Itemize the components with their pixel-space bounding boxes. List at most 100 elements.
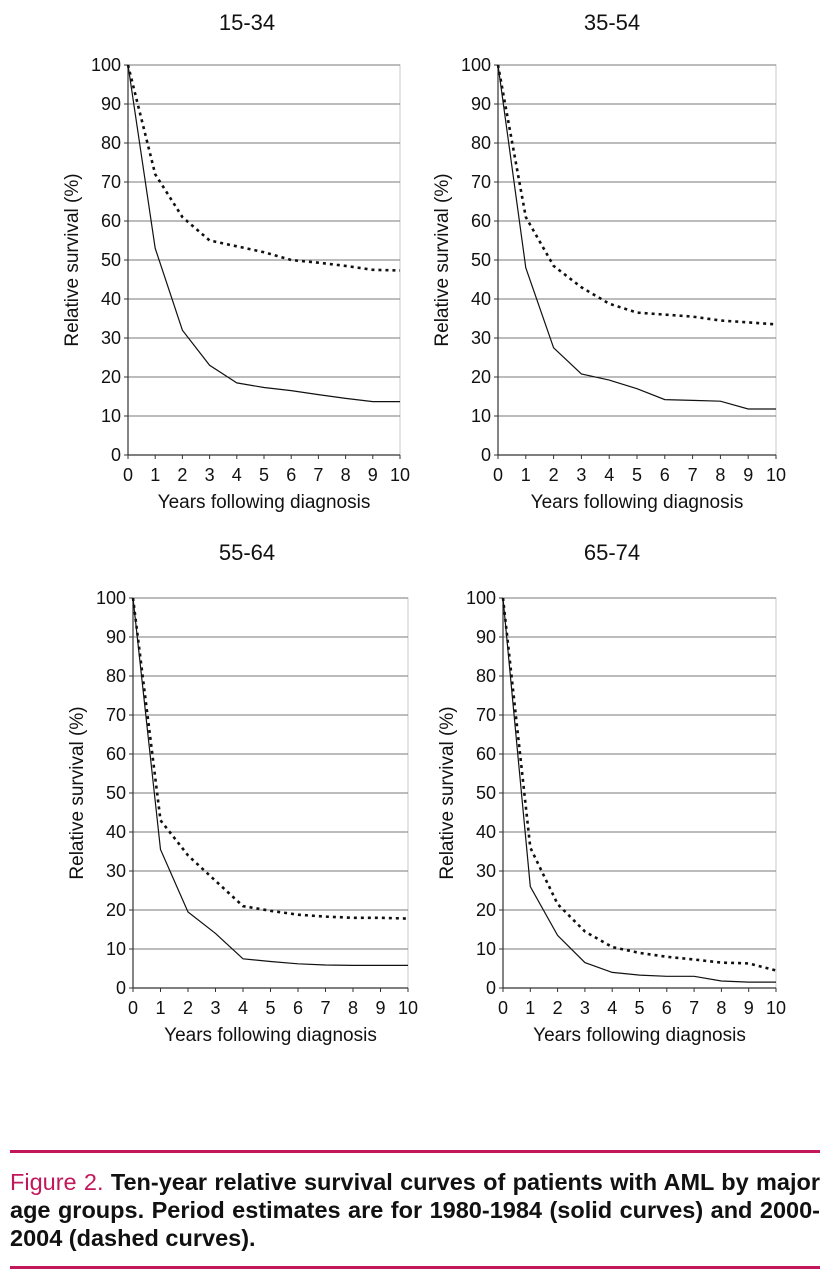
- y-tick-label: 50: [106, 783, 126, 803]
- y-tick-label: 0: [111, 445, 121, 465]
- y-tick-label: 80: [471, 133, 491, 153]
- x-tick-label: 3: [210, 998, 220, 1018]
- series-line-2000-2004: [501, 597, 777, 972]
- x-tick-label: 1: [521, 465, 531, 485]
- x-tick-label: 3: [205, 465, 215, 485]
- y-tick-label: 0: [481, 445, 491, 465]
- x-tick-label: 0: [128, 998, 138, 1018]
- x-tick-label: 2: [553, 998, 563, 1018]
- y-tick-label: 60: [106, 744, 126, 764]
- x-tick-label: 9: [368, 465, 378, 485]
- x-tick-label: 0: [493, 465, 503, 485]
- y-tick-label: 70: [106, 705, 126, 725]
- x-tick-label: 8: [715, 465, 725, 485]
- y-tick-label: 80: [101, 133, 121, 153]
- y-tick-label: 30: [106, 861, 126, 881]
- panel-title: 65-74: [584, 540, 640, 565]
- y-tick-label: 100: [96, 588, 126, 608]
- x-tick-label: 4: [238, 998, 248, 1018]
- y-tick-label: 20: [471, 367, 491, 387]
- y-tick-label: 60: [471, 211, 491, 231]
- y-tick-label: 20: [476, 900, 496, 920]
- x-tick-label: 8: [341, 465, 351, 485]
- figure-caption: Figure 2. Ten-year relative survival cur…: [10, 1168, 820, 1252]
- series-line-2000-2004: [131, 597, 409, 920]
- y-axis-label: Relative survival (%): [432, 173, 453, 346]
- x-tick-label: 0: [498, 998, 508, 1018]
- x-tick-label: 4: [232, 465, 242, 485]
- y-tick-label: 70: [471, 172, 491, 192]
- y-tick-label: 20: [106, 900, 126, 920]
- y-tick-label: 40: [471, 289, 491, 309]
- y-tick-label: 80: [106, 666, 126, 686]
- y-axis-label: Relative survival (%): [62, 173, 83, 346]
- y-tick-label: 30: [471, 328, 491, 348]
- y-tick-label: 90: [106, 627, 126, 647]
- x-tick-label: 1: [155, 998, 165, 1018]
- x-tick-label: 2: [183, 998, 193, 1018]
- x-tick-label: 10: [390, 465, 410, 485]
- series-line-1980-1984: [497, 64, 776, 410]
- y-tick-label: 10: [101, 406, 121, 426]
- x-tick-label: 3: [580, 998, 590, 1018]
- series-line-2000-2004: [126, 64, 401, 272]
- x-axis-label: Years following diagnosis: [158, 492, 371, 513]
- x-tick-label: 1: [150, 465, 160, 485]
- x-tick-label: 8: [348, 998, 358, 1018]
- x-tick-label: 10: [766, 465, 786, 485]
- x-tick-label: 7: [689, 998, 699, 1018]
- series-line-1980-1984: [132, 597, 408, 967]
- x-tick-label: 9: [743, 465, 753, 485]
- series-line-1980-1984: [502, 597, 776, 983]
- y-tick-label: 70: [476, 705, 496, 725]
- y-tick-label: 10: [476, 939, 496, 959]
- y-tick-label: 60: [476, 744, 496, 764]
- x-tick-label: 9: [375, 998, 385, 1018]
- y-tick-label: 100: [91, 55, 121, 75]
- y-tick-label: 90: [471, 94, 491, 114]
- y-tick-label: 10: [471, 406, 491, 426]
- x-tick-label: 10: [766, 998, 786, 1018]
- panel-title: 15-34: [219, 10, 275, 35]
- x-tick-label: 7: [320, 998, 330, 1018]
- x-tick-label: 9: [744, 998, 754, 1018]
- x-tick-label: 6: [660, 465, 670, 485]
- x-tick-label: 6: [293, 998, 303, 1018]
- y-tick-label: 0: [486, 978, 496, 998]
- x-tick-label: 5: [632, 465, 642, 485]
- x-tick-label: 1: [525, 998, 535, 1018]
- y-axis-label: Relative survival (%): [67, 706, 88, 879]
- caption-top-rule: [10, 1150, 820, 1153]
- x-tick-label: 0: [123, 465, 133, 485]
- x-tick-label: 8: [716, 998, 726, 1018]
- x-tick-label: 3: [576, 465, 586, 485]
- y-tick-label: 40: [476, 822, 496, 842]
- y-tick-label: 50: [471, 250, 491, 270]
- y-tick-label: 70: [101, 172, 121, 192]
- caption-bottom-rule: [10, 1266, 820, 1269]
- x-tick-label: 6: [662, 998, 672, 1018]
- x-tick-label: 7: [688, 465, 698, 485]
- x-tick-label: 5: [265, 998, 275, 1018]
- x-tick-label: 2: [549, 465, 559, 485]
- y-tick-label: 40: [101, 289, 121, 309]
- x-tick-label: 5: [634, 998, 644, 1018]
- caption-text: Ten-year relative survival curves of pat…: [10, 1169, 820, 1251]
- x-tick-label: 6: [286, 465, 296, 485]
- y-tick-label: 90: [476, 627, 496, 647]
- x-tick-label: 7: [313, 465, 323, 485]
- x-tick-label: 4: [607, 998, 617, 1018]
- y-tick-label: 30: [101, 328, 121, 348]
- panel-title: 55-64: [219, 540, 275, 565]
- y-tick-label: 0: [116, 978, 126, 998]
- x-axis-label: Years following diagnosis: [533, 1025, 746, 1046]
- y-tick-label: 100: [461, 55, 491, 75]
- panel-title: 35-54: [584, 10, 640, 35]
- y-tick-label: 10: [106, 939, 126, 959]
- y-tick-label: 50: [101, 250, 121, 270]
- y-tick-label: 60: [101, 211, 121, 231]
- y-tick-label: 30: [476, 861, 496, 881]
